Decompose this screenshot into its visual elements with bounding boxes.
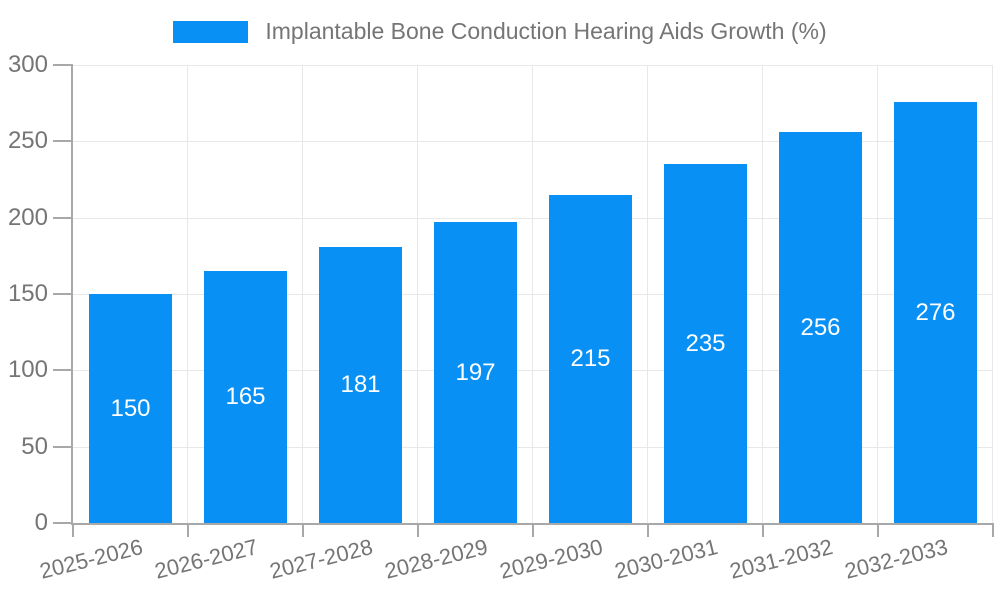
v-gridline	[647, 65, 648, 523]
x-tick-mark	[417, 523, 419, 537]
y-tick-mark	[53, 369, 73, 371]
x-tick-label: 2025-2026	[36, 534, 146, 584]
bar-value-label: 276	[915, 298, 956, 326]
x-tick-label: 2029-2030	[496, 534, 606, 584]
legend-label: Implantable Bone Conduction Hearing Aids…	[265, 18, 827, 44]
bar-value-label: 181	[340, 371, 381, 398]
y-tick-label: 50	[21, 433, 48, 460]
y-tick-mark	[53, 140, 73, 142]
v-gridline	[762, 65, 763, 523]
y-tick-label: 250	[7, 127, 48, 154]
h-gridline	[73, 446, 993, 448]
v-gridline	[417, 65, 418, 523]
y-tick-label: 200	[7, 204, 48, 231]
x-tick-mark	[762, 523, 764, 537]
y-tick-mark	[53, 64, 73, 66]
x-tick-label: 2027-2028	[266, 534, 376, 584]
h-gridline	[73, 294, 993, 295]
v-gridline	[877, 65, 878, 523]
x-tick-mark	[72, 523, 74, 537]
x-tick-mark	[187, 523, 189, 537]
y-tick-mark	[53, 446, 73, 448]
h-gridline	[73, 370, 993, 372]
bar[interactable]: 235	[664, 164, 747, 523]
bar[interactable]: 150	[89, 294, 172, 523]
bar[interactable]: 256	[779, 132, 862, 523]
x-tick-mark	[302, 523, 304, 537]
h-gridline	[73, 65, 993, 66]
y-tick-label: 100	[7, 356, 48, 383]
y-tick-label: 0	[34, 509, 48, 536]
x-tick-label: 2030-2031	[611, 534, 721, 584]
y-tick-mark	[53, 293, 73, 295]
x-tick-label: 2028-2029	[381, 534, 491, 584]
x-tick-label: 2031-2032	[726, 534, 836, 584]
v-gridline	[302, 65, 303, 523]
plot-area: 150 165 181 197 215 235 256 276	[71, 65, 993, 525]
bar[interactable]: 276	[894, 102, 977, 523]
bar[interactable]: 215	[549, 195, 632, 523]
x-tick-label: 2032-2033	[841, 534, 951, 584]
bar-value-label: 197	[455, 358, 496, 386]
x-tick-mark	[877, 523, 879, 537]
bar[interactable]: 181	[319, 247, 402, 523]
v-gridline	[532, 65, 533, 523]
bar[interactable]: 165	[204, 271, 287, 523]
x-tick-label: 2026-2027	[151, 534, 261, 584]
bar-value-label: 256	[800, 313, 841, 341]
legend[interactable]: Implantable Bone Conduction Hearing Aids…	[0, 18, 1000, 45]
y-tick-label: 150	[7, 280, 48, 307]
x-tick-mark	[647, 523, 649, 537]
legend-swatch[interactable]	[173, 20, 249, 43]
bar-value-label: 215	[570, 345, 611, 372]
v-gridline	[992, 65, 993, 523]
h-gridline	[73, 141, 993, 143]
y-tick-mark	[53, 217, 73, 219]
x-tick-mark	[992, 523, 994, 537]
y-tick-label: 300	[7, 51, 48, 78]
v-gridline	[187, 65, 188, 523]
bar-value-label: 150	[110, 394, 151, 422]
bar[interactable]: 197	[434, 222, 517, 523]
y-tick-mark	[53, 522, 73, 524]
bar-value-label: 235	[685, 329, 726, 357]
bar-value-label: 165	[225, 383, 266, 410]
h-gridline	[73, 217, 993, 219]
x-tick-mark	[532, 523, 534, 537]
